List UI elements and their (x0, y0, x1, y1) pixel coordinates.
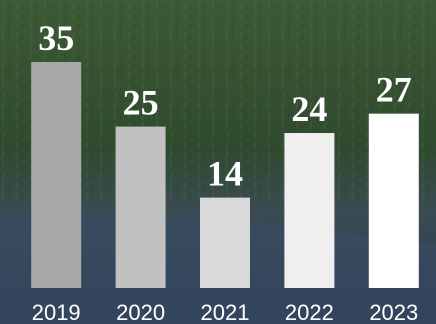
x-tick-label: 2022 (285, 300, 334, 324)
bar (31, 62, 82, 288)
bar (284, 133, 335, 288)
value-label: 14 (207, 154, 243, 194)
value-label: 27 (376, 70, 412, 110)
x-tick-label: 2019 (32, 300, 81, 324)
value-label: 25 (123, 83, 159, 123)
x-tick-label: 2021 (201, 300, 250, 324)
x-tick-label: 2020 (116, 300, 165, 324)
value-label: 24 (291, 89, 327, 129)
bar (368, 113, 419, 289)
x-tick-label: 2023 (369, 300, 418, 324)
bar (200, 197, 250, 288)
bar (115, 126, 166, 288)
value-label: 35 (38, 18, 74, 58)
